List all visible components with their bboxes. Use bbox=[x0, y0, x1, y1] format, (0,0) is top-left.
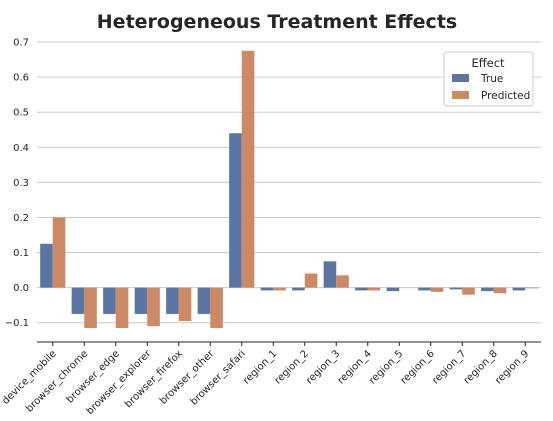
legend-label-true: True bbox=[480, 73, 503, 85]
bar-predicted-region-8 bbox=[493, 287, 507, 294]
bar-true-region-8 bbox=[481, 287, 494, 292]
bar-true-region-5 bbox=[386, 287, 400, 292]
legend: Effect True Predicted bbox=[443, 51, 534, 107]
y-tick-label: 0.3 bbox=[13, 178, 29, 189]
y-tick-label: 0.2 bbox=[13, 213, 29, 224]
bar-predicted-region-3 bbox=[336, 275, 349, 288]
y-tick-label: 0.1 bbox=[13, 248, 29, 259]
bar-predicted-device-mobile bbox=[52, 217, 66, 288]
bar-true-browser-chrome bbox=[71, 287, 85, 314]
y-tick-label: 0.7 bbox=[13, 38, 29, 49]
bar-true-region-1 bbox=[260, 287, 274, 291]
bar-predicted-region-4 bbox=[367, 287, 381, 291]
y-tick-label: 0.6 bbox=[13, 73, 29, 84]
bar-predicted-region-1 bbox=[273, 287, 286, 291]
bar-predicted-browser-other bbox=[210, 287, 223, 328]
legend-swatch-true bbox=[452, 74, 469, 82]
bar-true-browser-safari bbox=[229, 133, 242, 288]
bar-true-region-3 bbox=[323, 261, 337, 288]
bar-predicted-browser-chrome bbox=[84, 287, 97, 328]
x-tick-label: browser_firefox bbox=[123, 348, 185, 410]
bar-predicted-browser-firefox bbox=[178, 287, 192, 321]
bar-predicted-browser-explorer bbox=[147, 287, 160, 327]
y-tick-label: 0.0 bbox=[13, 283, 29, 294]
bar-predicted-region-9 bbox=[525, 287, 538, 289]
x-tick-label: browser_other bbox=[158, 348, 217, 407]
bar-true-device-mobile bbox=[40, 243, 53, 288]
legend-title: Effect bbox=[471, 56, 505, 70]
bar-true-region-7 bbox=[449, 287, 463, 290]
chart-title: Heterogeneous Treatment Effects bbox=[97, 11, 457, 33]
bar-true-browser-explorer bbox=[134, 287, 148, 314]
bar-true-browser-other bbox=[197, 287, 211, 314]
bar-predicted-region-7 bbox=[462, 287, 475, 295]
bar-true-region-2 bbox=[292, 287, 305, 291]
bar-true-browser-firefox bbox=[166, 287, 179, 314]
bar-true-browser-edge bbox=[103, 287, 116, 314]
bar-predicted-browser-edge bbox=[115, 287, 129, 328]
legend-items: True Predicted bbox=[452, 73, 530, 102]
bar-true-region-6 bbox=[418, 287, 431, 291]
bar-predicted-browser-safari bbox=[241, 50, 255, 288]
y-tick-label: 0.4 bbox=[13, 143, 29, 154]
y-tick-labels: −0.1 0.0 0.1 0.2 0.3 0.4 0.5 0.6 0.7 bbox=[5, 38, 29, 330]
bar-predicted-region-2 bbox=[304, 273, 318, 288]
x-tick-label: device_mobile bbox=[0, 348, 59, 407]
y-tick-label: 0.5 bbox=[13, 108, 29, 119]
bar-predicted-region-6 bbox=[430, 287, 444, 292]
legend-swatch-predicted bbox=[452, 91, 469, 99]
legend-label-predicted: Predicted bbox=[481, 90, 530, 102]
bar-true-region-4 bbox=[355, 287, 368, 291]
bars bbox=[40, 50, 538, 328]
x-tick-label: browser_safari bbox=[189, 348, 248, 407]
bar-true-region-9 bbox=[512, 287, 526, 291]
x-tick-label: region_9 bbox=[493, 348, 531, 386]
x-tick-labels: device_mobilebrowser_chromebrowser_edgeb… bbox=[0, 342, 531, 417]
y-tick-label: −0.1 bbox=[5, 318, 29, 329]
